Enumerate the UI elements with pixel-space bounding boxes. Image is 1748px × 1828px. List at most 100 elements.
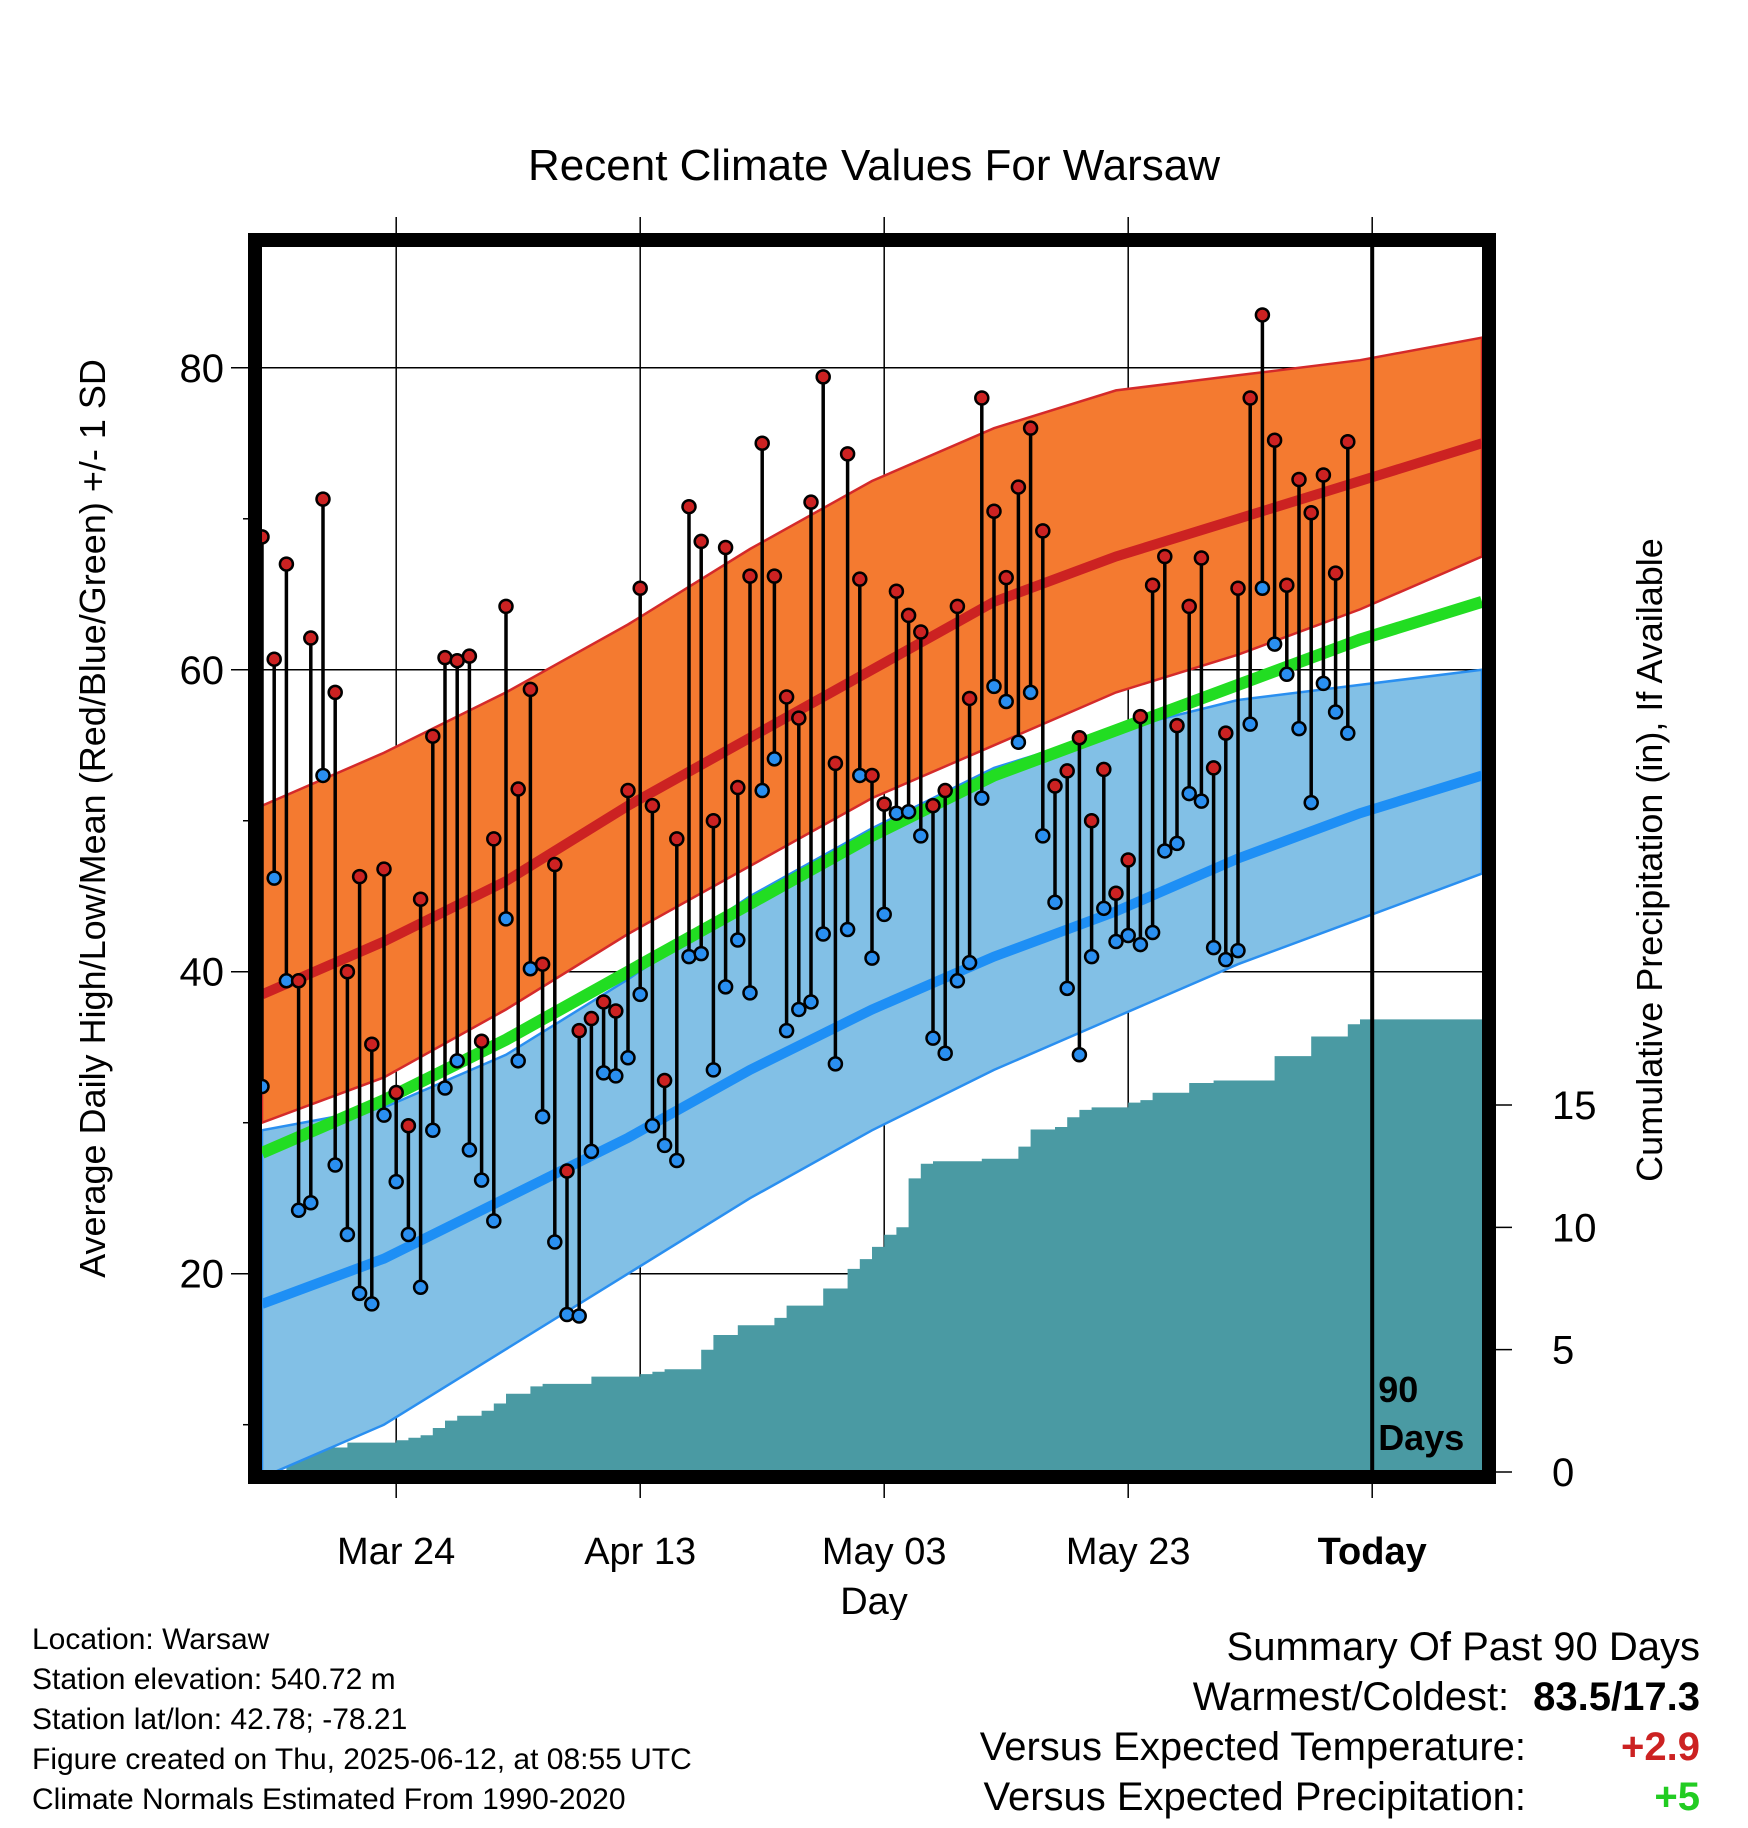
low-point [449,1053,465,1069]
high-point [730,779,746,796]
warmest-label: Warmest/Coldest: [1192,1675,1510,1719]
low-point [815,926,831,942]
latlon-text: Station lat/lon: 42.78; -78.21 [32,1703,408,1736]
high-point [1120,852,1136,868]
low-point [949,973,966,989]
high-point [1291,471,1307,488]
days-marker-label-2: Days [1378,1417,1464,1458]
low-point [937,1045,953,1062]
high-point [791,710,807,726]
low-point [327,1157,343,1173]
high-point [1181,598,1197,615]
low-point [437,1080,453,1096]
plot-area: 90 Days [262,247,1482,1470]
low-point [364,1296,380,1312]
low-point [1266,636,1283,652]
high-point [888,583,905,600]
low-point [266,870,282,886]
low-point [498,911,514,927]
low-point [681,948,697,965]
high-point [961,690,978,707]
x-tick-label: Today [1318,1531,1427,1573]
x-tick-label: Apr 13 [584,1531,696,1573]
high-point [1169,717,1185,734]
low-point [839,921,856,938]
high-point [290,973,307,989]
low-point [1022,684,1039,701]
precip-area [286,1019,1482,1470]
axes: 20 40 60 80 Mar 24 Apr 13 May 03 May 23 Today 0 5 1… [180,217,1597,1573]
low-point [1059,980,1075,997]
low-point [876,906,892,923]
high-point [803,494,819,510]
high-point [412,891,429,908]
high-point [608,1003,624,1019]
low-point [1340,725,1356,741]
high-point [1071,729,1088,746]
low-point [925,1030,941,1046]
low-point [388,1173,404,1190]
temp-value: +2.9 [1621,1725,1700,1769]
low-point [900,803,917,820]
high-point [766,568,783,584]
low-point [534,1108,551,1125]
high-point [522,681,539,698]
normals-text: Climate Normals Estimated From 1990-2020 [32,1783,626,1816]
high-point [1303,504,1319,521]
summary-panel: Summary Of Past 90 Days Warmest/Coldest:… [980,1622,1700,1822]
high-point [1315,467,1332,483]
low-point [425,1122,441,1139]
low-point [1083,948,1100,965]
high-point [620,782,636,799]
high-point [1035,523,1051,539]
low-point [1230,942,1246,959]
high-point [876,796,892,812]
summary-extremes: Warmest/Coldest: 83.5/17.3 [980,1672,1700,1722]
high-point [986,503,1002,519]
low-point [547,1234,563,1250]
summary-heading: Summary Of Past 90 Days [1226,1625,1700,1669]
low-point [1108,933,1124,950]
high-point [754,435,770,452]
high-point [705,813,722,829]
high-point [510,781,526,797]
high-point [262,529,270,545]
high-point [437,649,453,666]
high-point [644,797,661,814]
low-point [705,1062,722,1078]
low-point [1327,704,1344,720]
created-text: Figure created on Thu, 2025-06-12, at 08… [32,1743,692,1776]
low-point [595,1065,612,1081]
y2-tick-label: 5 [1552,1329,1574,1373]
high-point [303,630,319,646]
y2-axis-label: Cumulative Precipitation (in), If Availa… [1629,538,1670,1182]
high-point [778,689,795,705]
high-point [595,994,612,1010]
low-point [656,1137,673,1154]
low-point [1193,793,1210,809]
low-point [669,1152,685,1169]
low-point [693,945,709,962]
high-point [315,491,331,507]
high-point [632,580,648,596]
elevation-text: Station elevation: 540.72 m [32,1663,396,1696]
high-point [1132,708,1149,725]
low-point [1169,835,1185,852]
high-point [925,797,941,814]
high-point [864,767,880,784]
high-point [1327,565,1344,581]
x-axis-label: Day [840,1581,908,1620]
high-point [498,598,514,615]
y2-tick-label: 0 [1552,1451,1574,1495]
high-point [473,1033,490,1049]
x-tick-label: Mar 24 [337,1531,455,1573]
days-marker-label-1: 90 [1378,1369,1418,1410]
summary-temp: Versus Expected Temperature: +2.9 [980,1722,1700,1772]
low-point [1010,734,1027,750]
high-point [351,868,368,885]
low-point [620,1050,636,1066]
high-point [534,956,551,972]
high-point [1279,577,1295,593]
low-point [608,1068,624,1084]
low-point [315,767,331,784]
